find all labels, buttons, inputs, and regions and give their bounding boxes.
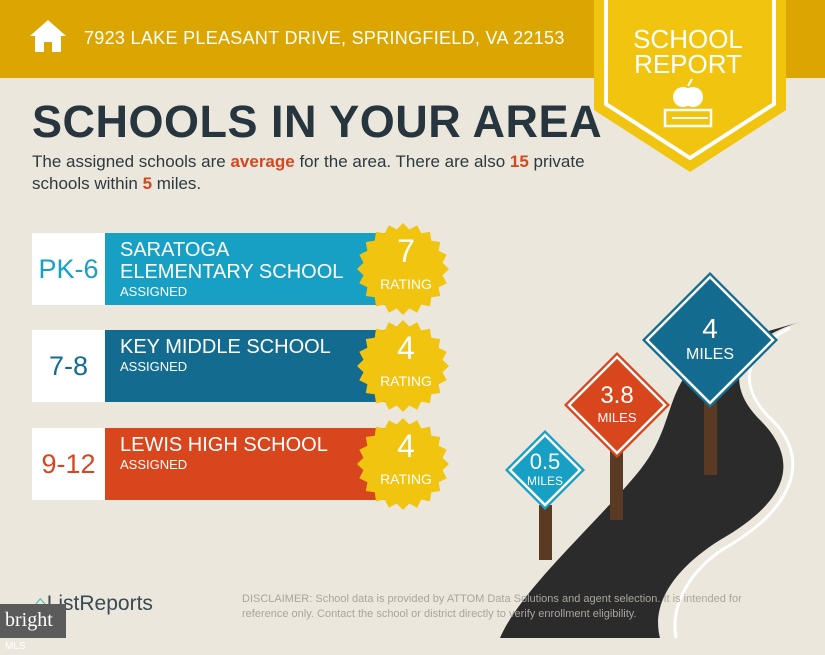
school-status: ASSIGNED (120, 457, 188, 472)
rating-label: RATING (380, 471, 432, 487)
sign-distance: 4 (702, 313, 718, 345)
school-bar: SARATOGA ELEMENTARY SCHOOL ASSIGNED (105, 233, 395, 305)
school-name: LEWIS HIGH SCHOOL (120, 434, 328, 456)
school-name-line2: ELEMENTARY SCHOOL (120, 261, 344, 283)
grade-range: PK-6 (32, 233, 105, 305)
bright-mls-logo: bright MLS (0, 604, 66, 652)
sign-distance: 3.8 (600, 382, 634, 410)
badge-line2: REPORT (634, 49, 742, 79)
rating-label: RATING (380, 276, 432, 292)
sign-distance: 0.5 (529, 449, 561, 475)
school-row: 9-12 LEWIS HIGH SCHOOL ASSIGNED 4 RATING (32, 418, 452, 510)
rating-value: 4 (397, 428, 415, 464)
disclaimer: DISCLAIMER: School data is provided by A… (242, 593, 742, 620)
rating-starburst (357, 418, 449, 510)
rating-label: RATING (380, 373, 432, 389)
rating-value: 4 (397, 330, 415, 366)
sign-unit: MILES (526, 474, 563, 489)
rating-starburst (357, 223, 449, 315)
school-bar: KEY MIDDLE SCHOOL ASSIGNED (105, 330, 395, 402)
school-report-badge (594, 0, 786, 172)
grade-range: 7-8 (32, 330, 105, 402)
school-name: SARATOGA (120, 239, 230, 261)
school-row: 7-8 KEY MIDDLE SCHOOL ASSIGNED 4 RATING (32, 320, 452, 412)
page-title: SCHOOLS IN YOUR AREA (32, 96, 603, 147)
property-address: 7923 LAKE PLEASANT DRIVE, SPRINGFIELD, V… (84, 28, 565, 48)
apple-on-book-icon (663, 78, 713, 128)
rating-starburst (357, 320, 449, 412)
school-status: ASSIGNED (120, 284, 188, 299)
distance-sign (564, 352, 670, 458)
distance-sign (642, 272, 778, 408)
sign-unit: MILES (597, 409, 637, 425)
road-illustration (500, 322, 800, 638)
badge-line1: SCHOOL (633, 24, 743, 54)
school-bar: LEWIS HIGH SCHOOL ASSIGNED (105, 428, 395, 500)
school-row: PK-6 SARATOGA ELEMENTARY SCHOOL ASSIGNED… (32, 223, 452, 315)
school-name: KEY MIDDLE SCHOOL (120, 336, 331, 358)
school-status: ASSIGNED (120, 359, 188, 374)
distance-sign (505, 430, 585, 510)
home-icon (30, 20, 66, 52)
rating-value: 7 (397, 233, 415, 269)
summary-text: The assigned schools are average for the… (32, 152, 585, 193)
sign-unit: MILES (685, 345, 734, 363)
grade-range: 9-12 (32, 428, 105, 500)
